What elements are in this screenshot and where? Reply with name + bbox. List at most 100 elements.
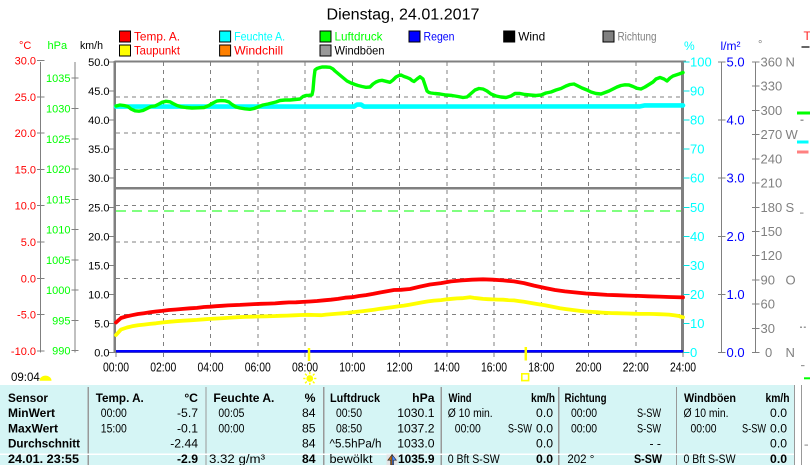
svg-text:5.0: 5.0: [21, 237, 36, 249]
svg-text:10.0: 10.0: [15, 201, 36, 213]
svg-text:3.0: 3.0: [727, 171, 745, 186]
svg-text:Regen: Regen: [424, 30, 455, 44]
svg-text:1037.2: 1037.2: [397, 421, 434, 435]
svg-text:°C: °C: [184, 391, 198, 405]
svg-text:04:00: 04:00: [198, 361, 224, 375]
svg-text:MaxWert: MaxWert: [8, 421, 58, 435]
svg-text:Wind: Wind: [449, 391, 472, 405]
svg-text:30.0: 30.0: [88, 173, 109, 185]
svg-text:90: 90: [761, 272, 775, 287]
svg-text:Dienstag, 24.01.2017: Dienstag, 24.01.2017: [327, 7, 480, 24]
svg-text:hPa: hPa: [412, 391, 435, 405]
svg-text:0.0: 0.0: [727, 345, 745, 360]
svg-text:84: 84: [302, 452, 316, 465]
svg-text:bewölkt: bewölkt: [330, 452, 374, 465]
svg-text:N: N: [786, 345, 795, 360]
svg-text:00:00: 00:00: [455, 421, 481, 435]
svg-text:0: 0: [765, 345, 772, 360]
svg-text:N: N: [786, 55, 795, 70]
svg-text:00:05: 00:05: [218, 406, 244, 420]
svg-text:1030.1: 1030.1: [397, 406, 434, 420]
svg-text:W: W: [786, 127, 799, 142]
svg-text:202 °: 202 °: [567, 452, 594, 465]
svg-text:00:00: 00:00: [571, 421, 597, 435]
svg-text:30.0: 30.0: [15, 56, 36, 68]
svg-text:%: %: [684, 39, 695, 53]
svg-text:00:00: 00:00: [101, 406, 127, 420]
svg-text:1020: 1020: [46, 164, 70, 176]
svg-text:50.0: 50.0: [88, 57, 109, 69]
svg-text:25.0: 25.0: [88, 202, 109, 214]
svg-text:70: 70: [690, 142, 704, 157]
svg-text:24:00: 24:00: [670, 361, 696, 375]
svg-text:^5.5hPa/h: ^5.5hPa/h: [330, 437, 382, 451]
svg-text:S-SW: S-SW: [637, 406, 661, 420]
svg-text:45.0: 45.0: [88, 86, 109, 98]
svg-text:20.0: 20.0: [15, 128, 36, 140]
svg-text:-5.7: -5.7: [177, 406, 198, 420]
svg-text:22:00: 22:00: [623, 361, 649, 375]
svg-text:3.32 g/m³: 3.32 g/m³: [209, 452, 265, 465]
svg-text:0.0: 0.0: [770, 421, 787, 435]
svg-text:S-SW: S-SW: [634, 452, 662, 465]
svg-text:0.0: 0.0: [21, 273, 36, 285]
svg-text:-5.0: -5.0: [17, 310, 36, 322]
svg-text:Taupunkt: Taupunkt: [134, 44, 181, 58]
svg-text:1030: 1030: [46, 103, 70, 115]
svg-text:0.0: 0.0: [536, 452, 553, 465]
svg-text:08:50: 08:50: [336, 421, 362, 435]
svg-text:-0.1: -0.1: [177, 421, 198, 435]
svg-text:4.0: 4.0: [727, 113, 745, 128]
svg-text:O: O: [786, 272, 796, 287]
svg-text:%: %: [305, 391, 316, 405]
svg-text:1015: 1015: [46, 194, 70, 206]
svg-text:S: S: [786, 200, 795, 215]
svg-text:hPa: hPa: [48, 40, 68, 52]
svg-text:Feuchte A.: Feuchte A.: [213, 391, 274, 405]
svg-text:Luftdruck: Luftdruck: [330, 391, 380, 405]
svg-text:25.0: 25.0: [15, 92, 36, 104]
svg-text:990: 990: [52, 346, 70, 358]
svg-text:00:00: 00:00: [571, 406, 597, 420]
svg-text:40.0: 40.0: [88, 115, 109, 127]
svg-text:0.0: 0.0: [770, 437, 787, 451]
svg-text:10:00: 10:00: [339, 361, 365, 375]
svg-text:00:00: 00:00: [218, 421, 244, 435]
svg-text:360: 360: [761, 55, 783, 70]
svg-text:09:04: 09:04: [11, 372, 40, 384]
svg-text:300: 300: [761, 103, 783, 118]
svg-text:5.0: 5.0: [94, 318, 109, 330]
svg-text:0.0: 0.0: [94, 348, 109, 360]
svg-text:20: 20: [690, 287, 704, 302]
svg-text:120: 120: [761, 248, 783, 263]
svg-text:Temp. A.: Temp. A.: [134, 30, 180, 44]
svg-text:5.0: 5.0: [727, 55, 745, 70]
svg-text:35.0: 35.0: [88, 144, 109, 156]
svg-text:60: 60: [761, 297, 775, 312]
svg-text:100: 100: [690, 55, 712, 70]
svg-text:0.0: 0.0: [536, 421, 553, 435]
svg-text:1035.9: 1035.9: [398, 452, 435, 465]
svg-text:km/h: km/h: [80, 40, 103, 52]
svg-text:Windchill: Windchill: [234, 44, 283, 58]
svg-text:Ø 10 min.: Ø 10 min.: [684, 406, 729, 420]
svg-text:330: 330: [761, 79, 783, 94]
svg-text:- -: - -: [649, 437, 661, 451]
svg-text:T: T: [804, 29, 810, 43]
svg-text:Richtung: Richtung: [565, 391, 607, 405]
svg-text:06:00: 06:00: [245, 361, 271, 375]
svg-text:15.0: 15.0: [88, 260, 109, 272]
svg-text:-10.0: -10.0: [11, 346, 36, 358]
svg-text:Luftdruck: Luftdruck: [335, 30, 384, 44]
svg-text:°C: °C: [19, 40, 31, 52]
svg-text:15:00: 15:00: [101, 421, 127, 435]
svg-text:1010: 1010: [46, 225, 70, 237]
svg-text:210: 210: [761, 176, 783, 191]
svg-text:Wind: Wind: [518, 30, 545, 44]
svg-text:20.0: 20.0: [88, 231, 109, 243]
svg-text:2.0: 2.0: [727, 229, 745, 244]
svg-text:km/h: km/h: [531, 391, 555, 405]
svg-text:MinWert: MinWert: [8, 406, 55, 420]
svg-text:15.0: 15.0: [15, 164, 36, 176]
svg-text:Sensor: Sensor: [8, 391, 48, 405]
